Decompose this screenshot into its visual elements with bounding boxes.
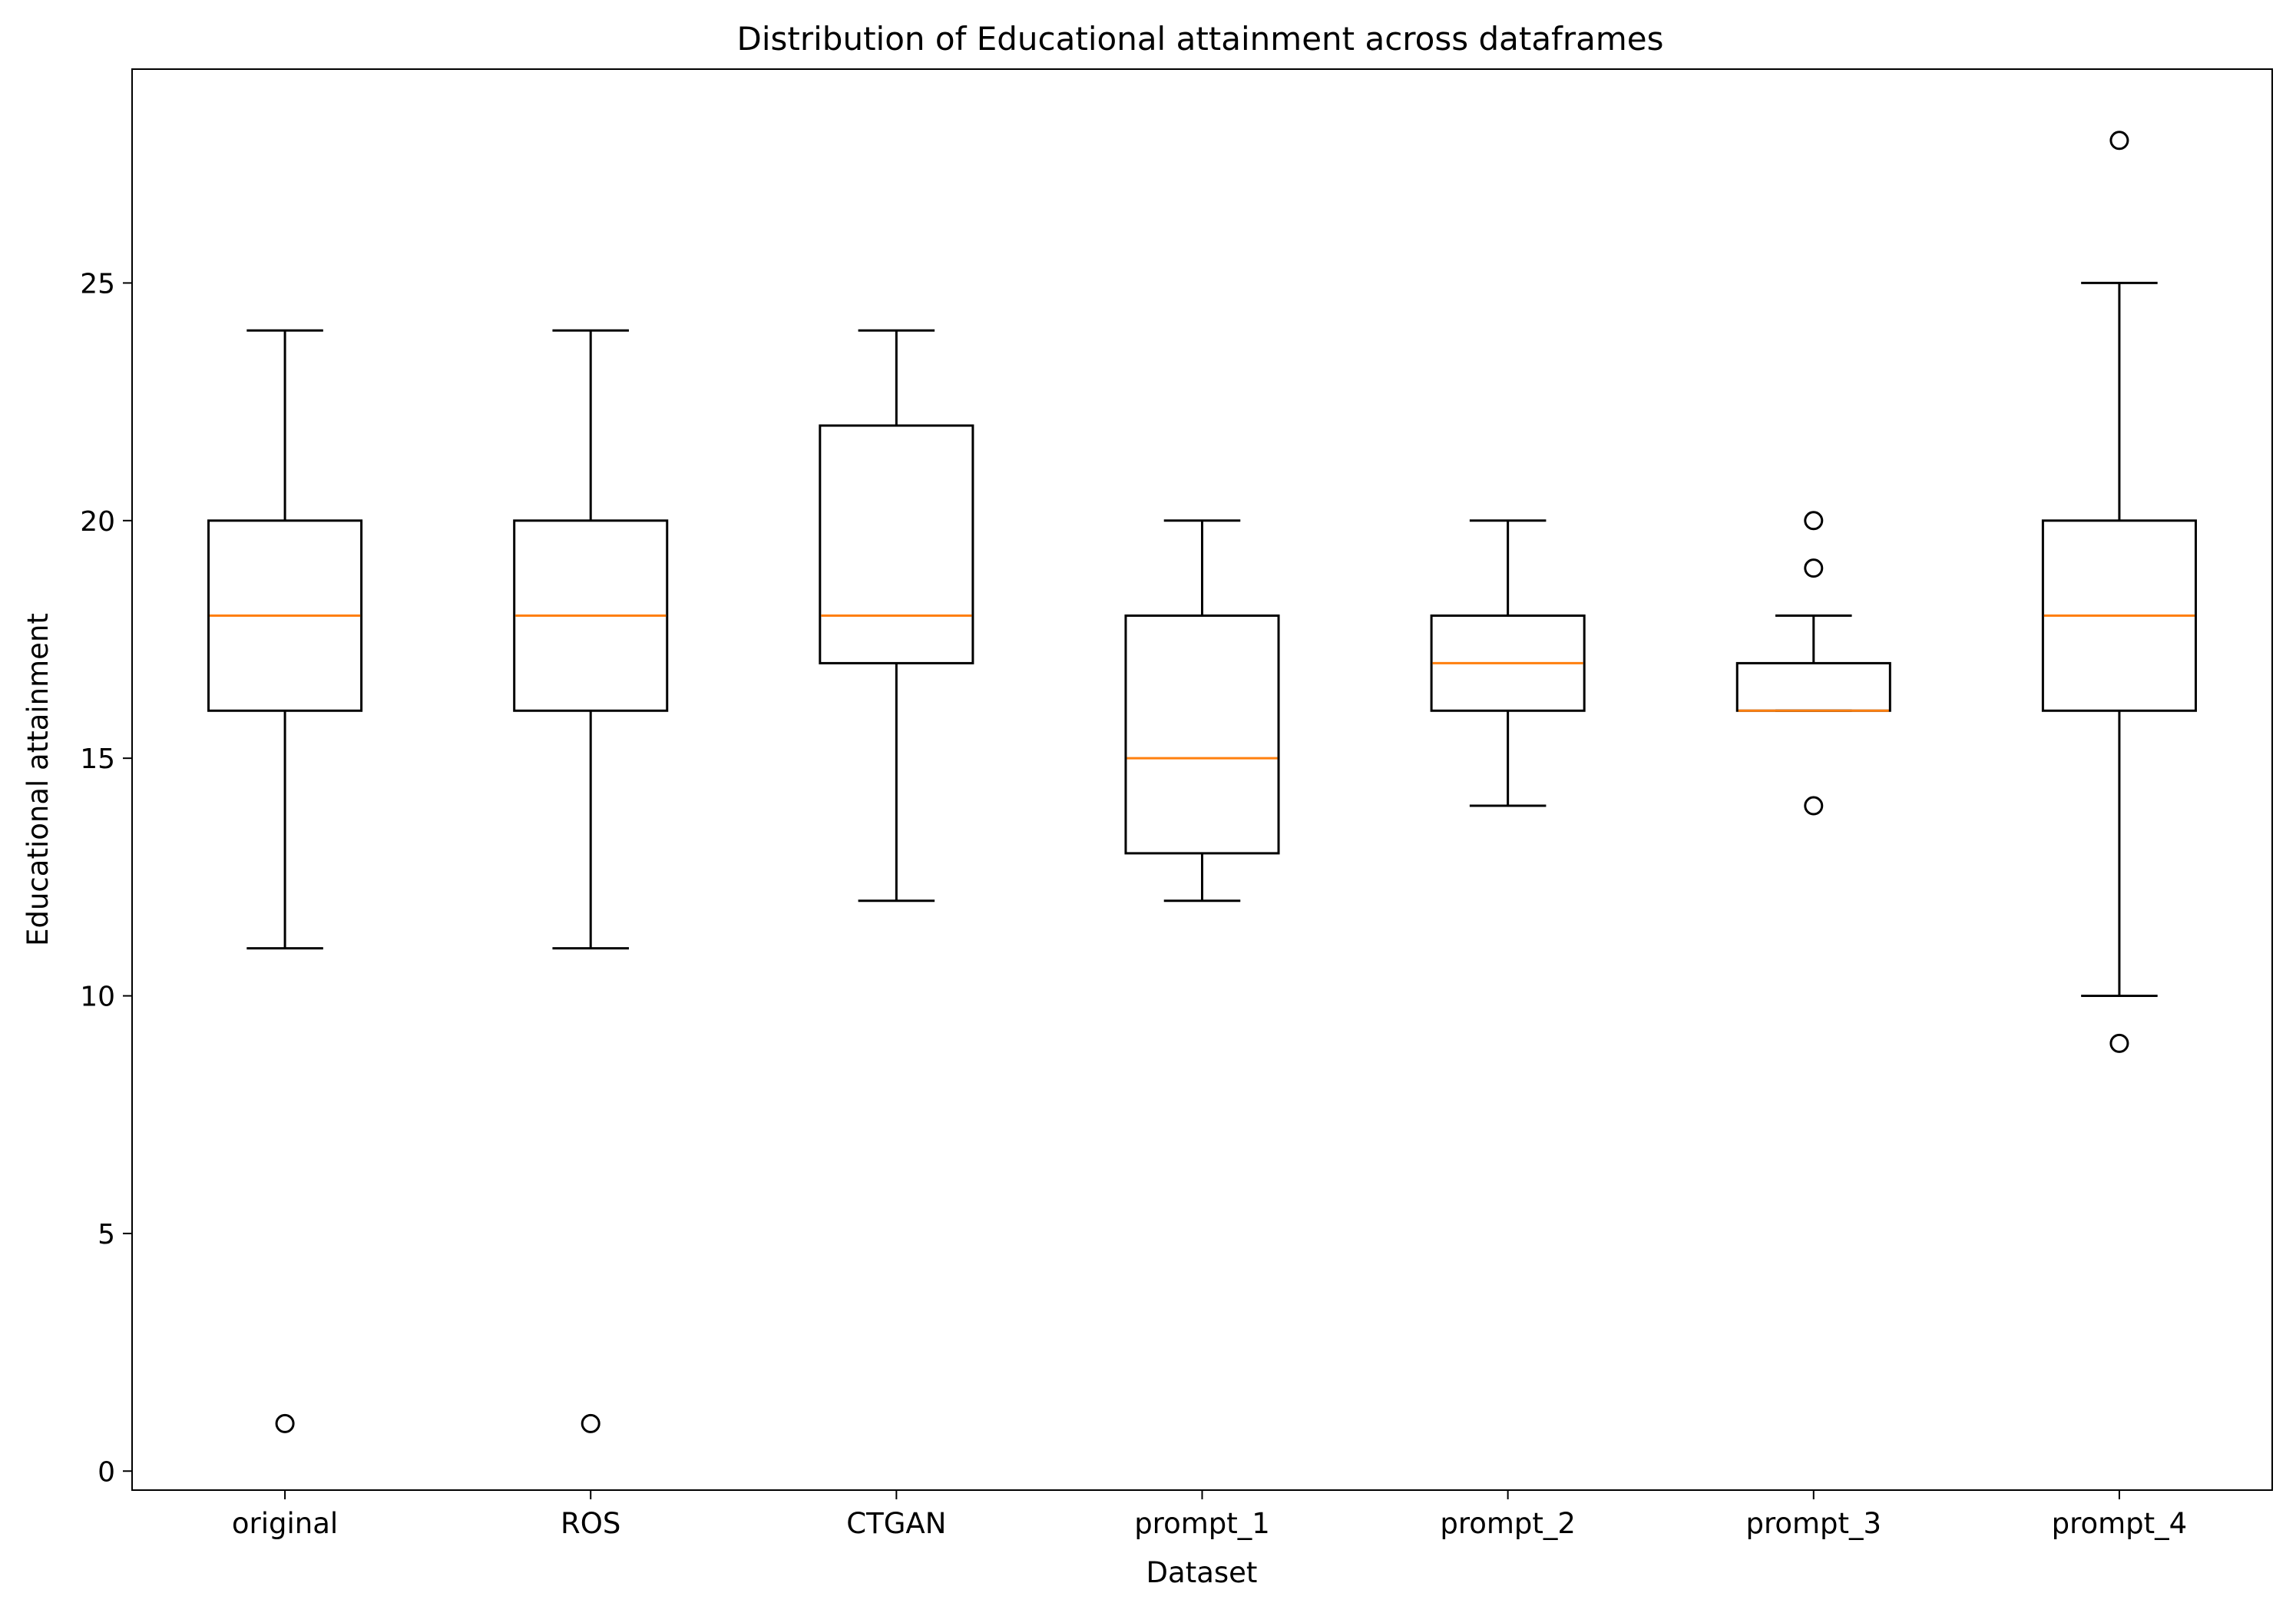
x-axis: original ROS CTGAN prompt_1 prompt_2 prompt_3… — [232, 1490, 2187, 1540]
box-group-prompt_4 — [2041, 131, 2197, 1053]
box-group-prompt_1 — [1124, 519, 1280, 903]
box-group-CTGAN — [819, 329, 974, 903]
x-tick-label: ROS — [561, 1507, 620, 1540]
y-tick-label: 20 — [80, 506, 115, 538]
plot-area — [207, 131, 2197, 1433]
outlier-point — [2109, 131, 2129, 151]
y-axis-label: Educational attainment — [22, 613, 55, 946]
outlier-point — [275, 1413, 295, 1433]
x-tick-label: CTGAN — [846, 1507, 946, 1540]
y-axis: 0 5 10 15 20 25 — [80, 268, 132, 1488]
x-tick-label: prompt_4 — [2052, 1507, 2188, 1540]
outlier-point — [1804, 558, 1824, 578]
outlier-point — [581, 1413, 600, 1433]
x-tick-label: prompt_3 — [1745, 1507, 1881, 1540]
box-iqr — [207, 519, 363, 712]
box-group-prompt_2 — [1430, 519, 1586, 807]
y-tick-label: 10 — [80, 982, 115, 1013]
x-tick-label: original — [232, 1507, 338, 1540]
box-iqr — [1430, 614, 1586, 712]
box-group-ROS — [513, 329, 669, 1433]
chart-title: Distribution of Educational attainment a… — [737, 20, 1664, 58]
box-iqr — [513, 519, 669, 712]
y-tick-label: 25 — [80, 268, 115, 300]
y-tick-label: 5 — [98, 1219, 115, 1250]
x-tick-label: prompt_2 — [1440, 1507, 1576, 1540]
y-tick-label: 0 — [98, 1456, 115, 1488]
box-group-original — [207, 329, 363, 1433]
box-iqr — [1124, 614, 1280, 855]
x-tick-label: prompt_1 — [1134, 1507, 1270, 1540]
box-iqr — [2041, 519, 2197, 712]
outlier-point — [1804, 511, 1824, 531]
x-axis-label: Dataset — [1146, 1556, 1258, 1589]
outlier-point — [2109, 1033, 2129, 1053]
box-group-prompt_3 — [1735, 511, 1891, 816]
box-iqr — [819, 424, 974, 664]
y-tick-label: 15 — [80, 744, 115, 775]
outlier-point — [1804, 796, 1824, 816]
